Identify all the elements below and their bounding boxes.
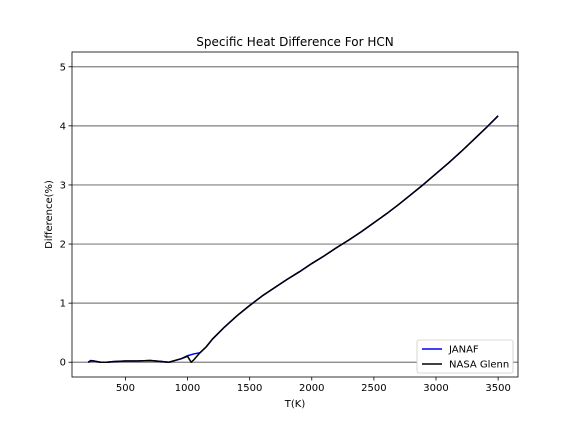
y-tick-label-1: 1 bbox=[60, 299, 66, 310]
axis-ticks: 0 1 2 3 4 5 500 1000 1500 2000 2500 3000 3500 bbox=[60, 62, 511, 394]
legend: JANAF NASA Glenn bbox=[416, 339, 514, 374]
grid-lines bbox=[72, 66, 518, 363]
y-tick-label-4: 4 bbox=[60, 121, 66, 132]
x-tick-label-500: 500 bbox=[116, 383, 135, 394]
x-tick-label-1500: 1500 bbox=[237, 383, 262, 394]
chart-title: Specific Heat Difference For HCN bbox=[196, 35, 393, 49]
x-tick-label-2500: 2500 bbox=[361, 383, 386, 394]
y-tick-label-0: 0 bbox=[60, 358, 66, 369]
legend-label-nasa-glenn: NASA Glenn bbox=[449, 360, 509, 371]
x-tick-label-3000: 3000 bbox=[423, 383, 448, 394]
plot-area-frame bbox=[71, 51, 519, 378]
series-line-nasa-glenn bbox=[87, 115, 499, 363]
legend-label-janaf: JANAF bbox=[448, 345, 479, 356]
x-tick-label-2000: 2000 bbox=[299, 383, 324, 394]
x-axis-label: T(K) bbox=[284, 399, 306, 410]
y-axis-label: Difference(%) bbox=[44, 180, 55, 249]
x-tick-label-1000: 1000 bbox=[175, 383, 200, 394]
y-tick-label-5: 5 bbox=[60, 62, 66, 73]
x-tick-label-3500: 3500 bbox=[485, 383, 510, 394]
series-layer bbox=[87, 115, 499, 363]
y-tick-label-3: 3 bbox=[60, 180, 66, 191]
y-tick-label-2: 2 bbox=[60, 240, 66, 251]
